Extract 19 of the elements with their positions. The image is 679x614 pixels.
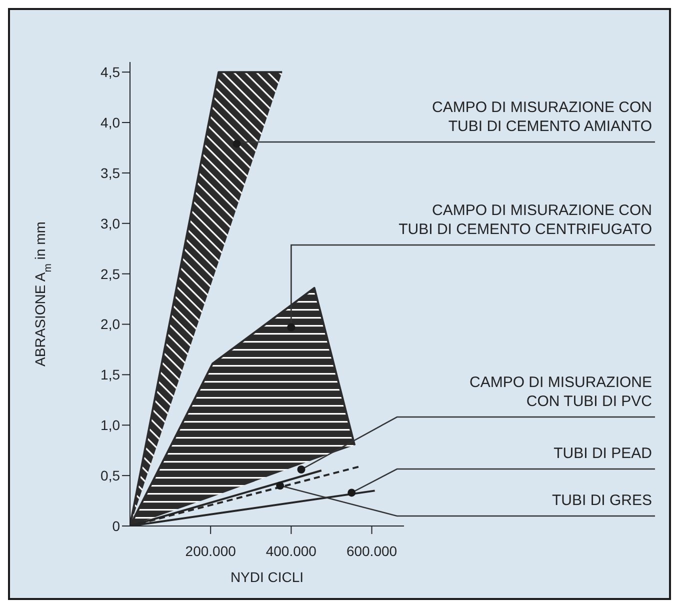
y-tick-label: 4,0 [100,114,120,130]
annotation: CAMPO DI MISURAZIONE CON TUBI DI CEMENTO AMIANTO [432,99,652,135]
annotation: CAMPO DI MISURAZIONE CON TUBI DI CEMENTO CENTRIFUGATO [398,202,652,238]
annotation: TUBI DI PEAD [554,445,652,462]
annotation: CAMPO DI MISURAZIONE CON TUBI DI PVC [469,374,652,410]
y-tick-label: 1,0 [100,417,120,434]
annotation: TUBI DI GRES [552,492,652,509]
x-tick-label: 600.000 [346,542,398,559]
y-tick-label: 3,0 [100,215,120,232]
y-tick-label: 3,5 [100,164,120,181]
y-tick-label: 1,5 [100,366,120,383]
x-axis-title: NYDI CICLI [230,569,304,585]
y-tick-label: 2,5 [100,266,120,282]
y-tick-label: 0 [112,518,120,534]
y-tick-label: 2,0 [100,316,120,332]
y-tick-label: 4,5 [100,64,120,80]
x-tick-label: 200.000 [185,542,236,559]
y-tick-label: 0,5 [100,468,120,484]
x-tick-label: 400.000 [266,542,317,559]
